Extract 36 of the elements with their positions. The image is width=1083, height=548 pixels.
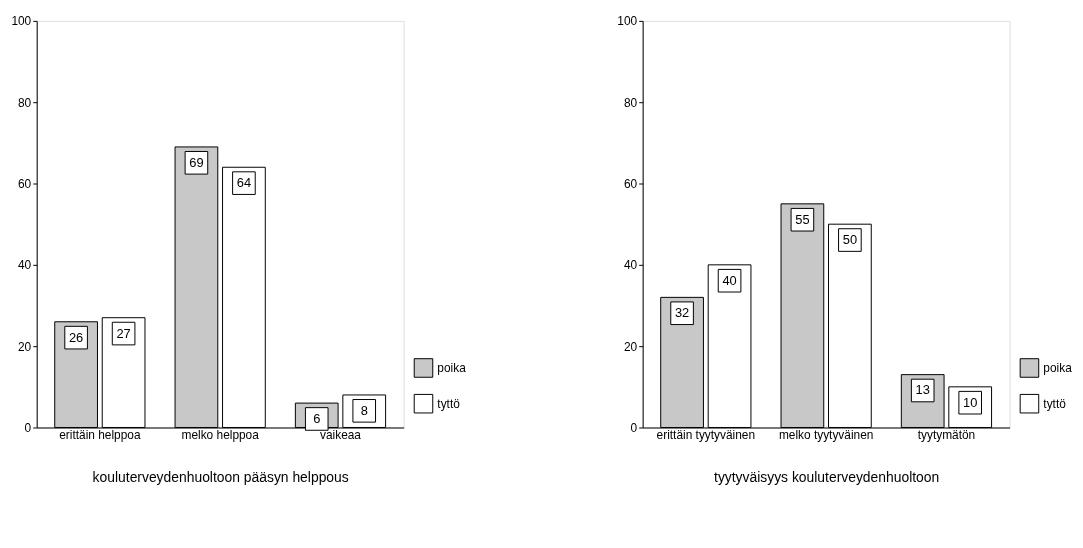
- x-axis-title: kouluterveydenhuoltoon pääsyn helppous: [92, 468, 349, 485]
- x-tick-label: melko helppoa: [181, 427, 260, 442]
- data-label: 50: [842, 232, 858, 248]
- x-tick-label: vaikeaa: [319, 427, 362, 442]
- data-label: 40: [722, 272, 737, 288]
- y-tick-label: 100: [617, 14, 638, 29]
- data-label: 13: [915, 382, 930, 398]
- data-label: 55: [795, 211, 810, 227]
- data-label: 69: [189, 154, 204, 170]
- legend-label: poika: [1043, 360, 1073, 375]
- y-tick-label: 100: [11, 14, 32, 29]
- data-label: 27: [116, 325, 131, 341]
- y-tick-label: 60: [18, 176, 32, 191]
- data-label: 8: [360, 402, 368, 418]
- x-axis-title: tyytyväisyys kouluterveydenhuoltoon: [714, 468, 940, 485]
- legend-label: poika: [437, 360, 467, 375]
- y-tick-label: 80: [18, 95, 32, 110]
- y-tick-label: 20: [623, 339, 638, 354]
- legend-label: tyttö: [1043, 396, 1067, 411]
- legend-label: tyttö: [437, 396, 461, 411]
- data-label: 6: [313, 410, 321, 426]
- y-tick-label: 40: [623, 258, 638, 273]
- y-tick-label: 80: [623, 95, 638, 110]
- x-tick-label: melko tyytyväinen: [778, 427, 874, 442]
- data-label: 26: [68, 329, 84, 345]
- y-tick-label: 40: [18, 258, 32, 273]
- x-tick-label: tyytymätön: [917, 427, 976, 442]
- data-label: 64: [236, 175, 252, 191]
- y-tick-label: 0: [24, 420, 32, 435]
- data-label: 10: [963, 394, 978, 410]
- x-tick-label: erittäin tyytyväinen: [656, 427, 756, 442]
- x-tick-label: erittäin helppoa: [59, 427, 141, 442]
- y-tick-label: 60: [623, 176, 638, 191]
- y-tick-label: 0: [630, 420, 638, 435]
- data-label: 32: [674, 305, 690, 321]
- y-tick-label: 20: [18, 339, 32, 354]
